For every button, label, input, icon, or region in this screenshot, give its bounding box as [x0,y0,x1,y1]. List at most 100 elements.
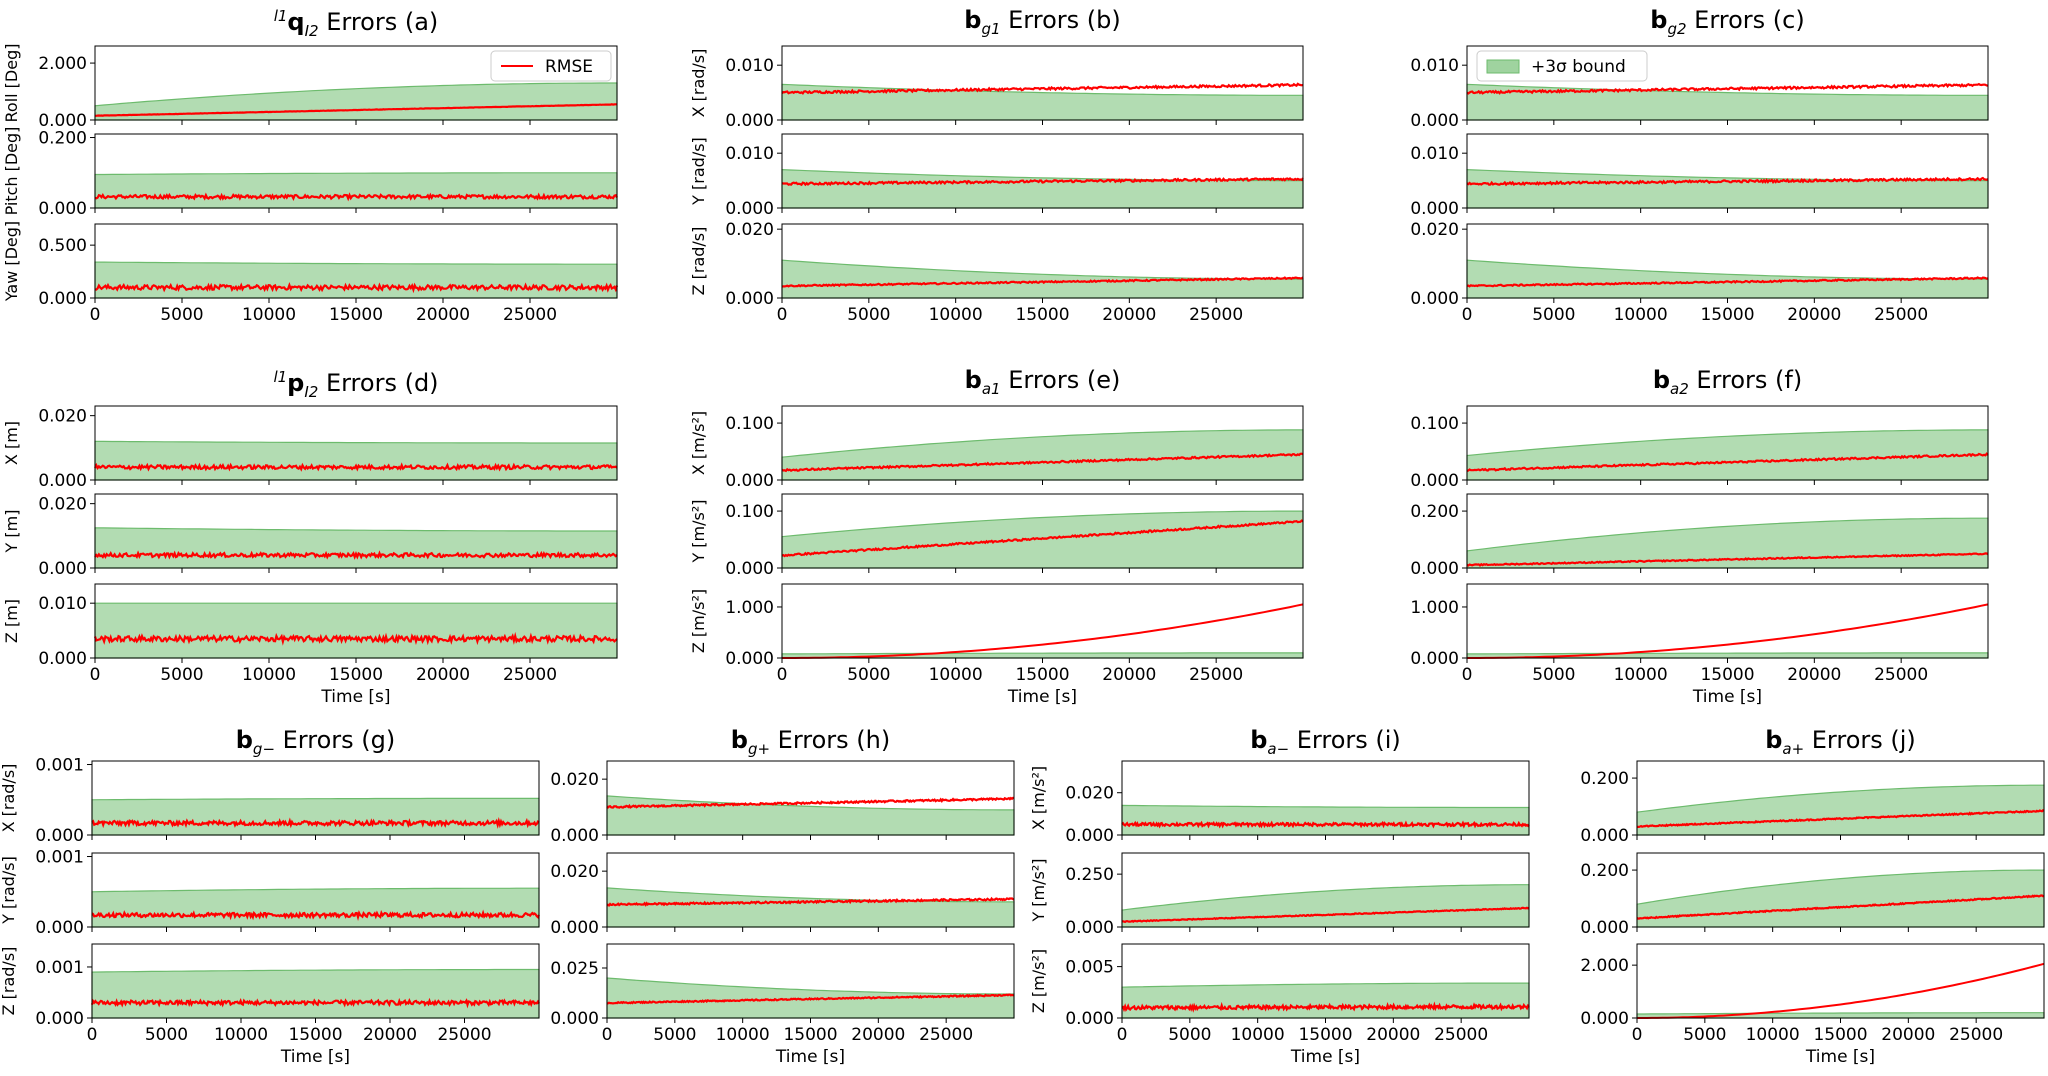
x-tick-label: 5000 [160,305,203,325]
rmse-line [782,603,1304,659]
y-axis-label: Z [m/s²] [1029,949,1048,1013]
axes-i-0: 0.000 0.020 X [m/s²] [1029,760,1530,846]
y-tick-label: 1.000 [1410,598,1459,618]
y-tick-label: 0.000 [725,111,774,131]
x-tick-label: 25000 [503,665,557,685]
x-tick-label: 25000 [1874,305,1928,325]
x-tick-label: 5000 [1683,1025,1726,1045]
x-tick-label: 10000 [1746,1025,1800,1045]
y-tick-label: 0.250 [1065,865,1114,885]
rmse-line [1466,552,1989,567]
x-tick-label: 5000 [1532,305,1575,325]
x-tick-label: 10000 [242,305,296,325]
y-axis-label: X [rad/s] [0,764,18,833]
rmse-line [781,452,1304,473]
x-tick-label: 5000 [847,665,890,685]
axes-c-0: 0.000 0.010 [1410,45,1989,131]
y-tick-label: 0.001 [35,848,84,868]
x-tick-label: 5000 [1532,665,1575,685]
y-tick-label: 0.100 [1410,414,1459,434]
y-tick-label: 0.020 [38,407,87,427]
y-tick-label: 0.010 [38,594,87,614]
rmse-line [1466,82,1989,95]
axes-f-0: 0.000 0.100 [1410,405,1989,491]
y-tick-label: 0.001 [35,756,84,776]
x-tick-label: 0 [1462,665,1473,685]
y-tick-label: 0.000 [38,111,87,131]
bound-area [91,887,540,928]
y-tick-label: 0.000 [725,559,774,579]
x-axis-label: Time [s] [1290,1047,1360,1067]
y-tick-label: 0.000 [1410,471,1459,491]
bound-area [94,261,618,299]
axes-h-1: 0.000 0.020 [550,852,1015,938]
x-tick-label: 0 [1117,1025,1128,1045]
x-tick-label: 15000 [1813,1025,1867,1045]
y-axis-label: Z [m] [2,599,21,643]
axes-frame [1466,583,1989,659]
x-tick-label: 25000 [1189,665,1243,685]
axes-f-2: 0.000 1.000 0 5000 10000 15000 20000 25000 [1410,583,1989,685]
rmse-line [1636,894,2045,920]
subplot-d: l1pI2 Errors (d) 0.000 0.020 X [m] 0.000 0.02… [2,368,618,707]
x-tick-label: 15000 [329,305,383,325]
y-tick-label: 0.010 [725,56,774,76]
y-tick-label: 0.200 [38,129,87,149]
bound-area [1121,982,1530,1019]
rmse-line [1466,176,1989,187]
y-axis-label: Z [m/s²] [689,589,708,653]
axes-j-0: 0.000 0.200 [1580,760,2045,846]
x-tick-label: 25000 [503,305,557,325]
axes-d-1: 0.000 0.020 Y [m] [2,493,618,579]
y-tick-label: 0.000 [1410,199,1459,219]
x-tick-label: 0 [90,665,101,685]
axes-h-0: 0.000 0.020 [550,760,1015,846]
x-tick-label: 5000 [1168,1025,1211,1045]
x-tick-label: 0 [87,1025,98,1045]
axes-j-1: 0.000 0.200 [1580,852,2045,938]
y-tick-label: 0.000 [725,649,774,669]
x-tick-label: 0 [90,305,101,325]
axes-h-2: 0.000 0.025 0 5000 10000 15000 20000 25000 [550,943,1015,1045]
legend-bound-swatch [1486,59,1520,74]
rmse-line [90,997,540,1009]
rmse-line [781,276,1304,288]
y-tick-label: 0.000 [550,826,599,846]
x-tick-label: 10000 [214,1025,268,1045]
x-tick-label: 5000 [145,1025,188,1045]
rmse-line [91,817,540,829]
y-tick-label: 0.000 [35,1009,84,1029]
x-tick-label: 20000 [1787,305,1841,325]
x-tick-label: 10000 [1614,305,1668,325]
bound-area [94,527,618,569]
axes-c-1: 0.000 0.010 [1410,133,1989,219]
x-tick-label: 10000 [1231,1025,1285,1045]
y-axis-label: X [m] [2,421,21,465]
x-axis-label: Time [s] [280,1047,350,1067]
x-tick-label: 5000 [847,305,890,325]
x-tick-label: 0 [602,1025,613,1045]
y-axis-label: Y [rad/s] [0,856,18,925]
y-tick-label: 0.020 [550,770,599,790]
rmse-line [606,993,1014,1005]
y-tick-label: 0.000 [550,1009,599,1029]
bound-area [1466,83,1989,121]
axes-d-2: 0.000 0.010 Z [m] 0 5000 10000 15000 20000 25000 [2,583,618,685]
bound-area [781,83,1304,121]
rmse-line [606,796,1015,809]
axes-e-1: 0.000 0.100 Y [m/s²] [689,493,1304,579]
subplot-title-a: l1qI2 Errors (a) [274,7,439,40]
bound-area [94,440,618,481]
legend-rmse: RMSE [490,50,612,82]
axes-e-0: 0.000 0.100 X [m/s²] [689,405,1304,491]
x-tick-label: 15000 [783,1025,837,1045]
y-axis-label: Z [rad/s] [689,227,708,296]
y-tick-label: 0.020 [550,862,599,882]
y-tick-label: 0.000 [550,918,599,938]
rmse-line [781,82,1304,95]
rmse-line [94,282,619,294]
x-tick-label: 20000 [1102,305,1156,325]
